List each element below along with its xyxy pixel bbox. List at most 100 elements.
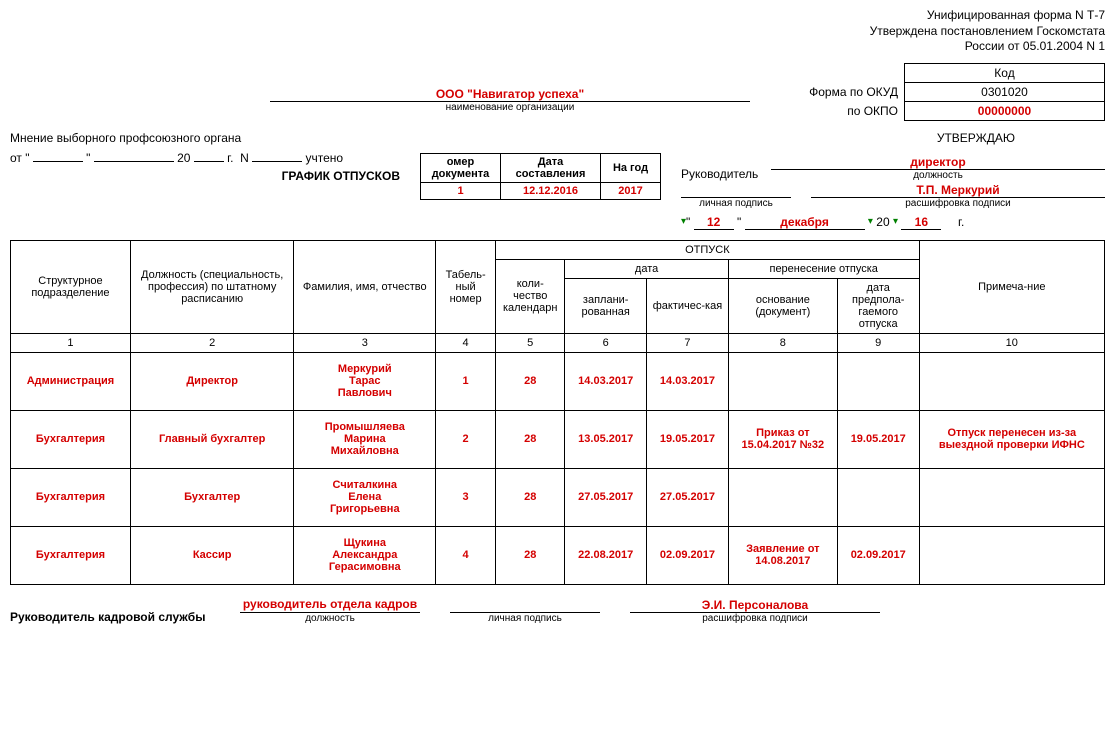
th-date: дата bbox=[565, 259, 729, 278]
approve-position: директор bbox=[771, 155, 1105, 170]
table-cell: Заявление от 14.08.2017 bbox=[728, 526, 837, 584]
table-cell: Считалкина Елена Григорьевна bbox=[294, 468, 436, 526]
approve-date-line: ▾" 12 " декабря ▾ 20 ▾ 16 г. bbox=[681, 215, 1105, 230]
table-cell bbox=[728, 468, 837, 526]
th-fact: фактичес-кая bbox=[647, 278, 729, 333]
coln-9: 9 bbox=[837, 333, 919, 352]
th-newdate: дата предпола-гаемого отпуска bbox=[837, 278, 919, 333]
ruk-label: Руководитель bbox=[681, 167, 771, 181]
th-otpusk: ОТПУСК bbox=[496, 240, 920, 259]
approve-position-caption: должность bbox=[771, 170, 1105, 181]
hr-name-caption: расшифровка подписи bbox=[630, 613, 880, 624]
coln-5: 5 bbox=[496, 333, 565, 352]
union-num bbox=[252, 161, 302, 162]
table-cell: 28 bbox=[496, 468, 565, 526]
union-year bbox=[194, 161, 224, 162]
union-from: от bbox=[10, 151, 22, 165]
table-row: АдминистрацияДиректорМеркурий Тарас Павл… bbox=[11, 352, 1105, 410]
table-cell: 14.03.2017 bbox=[647, 352, 729, 410]
union-title: Мнение выборного профсоюзного органа bbox=[10, 131, 420, 145]
table-cell: Щукина Александра Герасимовна bbox=[294, 526, 436, 584]
table-cell: 1 bbox=[436, 352, 496, 410]
reg-line2: Утверждена постановлением Госкомстата bbox=[10, 24, 1105, 40]
th-fio: Фамилия, имя, отчество bbox=[294, 240, 436, 333]
hr-sig-caption: личная подпись bbox=[450, 613, 600, 624]
table-cell: Меркурий Тарас Павлович bbox=[294, 352, 436, 410]
docinfo-num: 1 bbox=[421, 182, 501, 199]
approve-block: УТВЕРЖДАЮ Руководитель директор должност… bbox=[681, 131, 1105, 230]
code-header: Код bbox=[905, 63, 1105, 82]
docinfo-year: 2017 bbox=[601, 182, 661, 199]
approve-month: декабря bbox=[745, 215, 865, 230]
docinfo-h1: омер документа bbox=[421, 153, 501, 182]
union-g: г. bbox=[227, 151, 233, 165]
table-cell: 28 bbox=[496, 410, 565, 468]
schedule-title: ГРАФИК ОТПУСКОВ bbox=[10, 169, 420, 183]
hr-name: Э.И. Персоналова bbox=[630, 598, 880, 613]
table-cell: 27.05.2017 bbox=[565, 468, 647, 526]
approve-name: Т.П. Меркурий bbox=[811, 183, 1105, 198]
table-cell: 22.08.2017 bbox=[565, 526, 647, 584]
union-y20: 20 bbox=[177, 151, 190, 165]
col-numbers-row: 1 2 3 4 5 6 7 8 9 10 bbox=[11, 333, 1105, 352]
reg-line3: России от 05.01.2004 N 1 bbox=[10, 39, 1105, 55]
table-cell bbox=[837, 352, 919, 410]
coln-10: 10 bbox=[919, 333, 1104, 352]
table-cell: 19.05.2017 bbox=[647, 410, 729, 468]
table-cell: 02.09.2017 bbox=[837, 526, 919, 584]
table-cell: Администрация bbox=[11, 352, 131, 410]
approve-sig-caption: личная подпись bbox=[681, 198, 791, 209]
union-uchteno: учтено bbox=[305, 151, 343, 165]
okpo-value: 00000000 bbox=[905, 101, 1105, 120]
org-name: ООО "Навигатор успеха" bbox=[436, 87, 584, 101]
coln-2: 2 bbox=[130, 333, 294, 352]
table-cell: 4 bbox=[436, 526, 496, 584]
th-plan: заплани-рованная bbox=[565, 278, 647, 333]
table-cell: Бухгалтер bbox=[130, 468, 294, 526]
union-line: от " " 20 г. N учтено bbox=[10, 151, 420, 165]
vacation-table: Структурное подразделение Должность (спе… bbox=[10, 240, 1105, 585]
coln-3: 3 bbox=[294, 333, 436, 352]
org-name-line: ООО "Навигатор успеха" bbox=[270, 87, 750, 102]
table-cell: 27.05.2017 bbox=[647, 468, 729, 526]
table-cell: Бухгалтерия bbox=[11, 526, 131, 584]
code-box: Код Форма по ОКУД 0301020 по ОКПО 000000… bbox=[801, 63, 1105, 121]
okpo-label: по ОКПО bbox=[801, 101, 904, 120]
approve-year: 16 bbox=[901, 215, 941, 230]
org-caption: наименование организации bbox=[270, 102, 750, 113]
table-cell: 13.05.2017 bbox=[565, 410, 647, 468]
coln-7: 7 bbox=[647, 333, 729, 352]
table-cell bbox=[919, 468, 1104, 526]
table-cell: Главный бухгалтер bbox=[130, 410, 294, 468]
table-row: БухгалтерияГлавный бухгалтерПромышляева … bbox=[11, 410, 1105, 468]
table-cell bbox=[919, 526, 1104, 584]
coln-1: 1 bbox=[11, 333, 131, 352]
approve-title: УТВЕРЖДАЮ bbox=[681, 131, 1105, 145]
table-cell: 3 bbox=[436, 468, 496, 526]
tick-icon: ▾ bbox=[681, 216, 686, 227]
table-cell: Бухгалтерия bbox=[11, 468, 131, 526]
table-cell: Промышляева Марина Михайловна bbox=[294, 410, 436, 468]
approve-day: 12 bbox=[694, 215, 734, 230]
table-cell: 02.09.2017 bbox=[647, 526, 729, 584]
coln-6: 6 bbox=[565, 333, 647, 352]
tick-icon-3: ▾ bbox=[893, 216, 898, 227]
table-cell: Приказ от 15.04.2017 №32 bbox=[728, 410, 837, 468]
table-cell bbox=[728, 352, 837, 410]
table-cell: 28 bbox=[496, 352, 565, 410]
table-cell: Бухгалтерия bbox=[11, 410, 131, 468]
th-unit: Структурное подразделение bbox=[11, 240, 131, 333]
docinfo-h2: Дата составления bbox=[501, 153, 601, 182]
th-tabno: Табель-ный номер bbox=[436, 240, 496, 333]
table-cell: Директор bbox=[130, 352, 294, 410]
doc-info-table: омер документа Дата составления На год 1… bbox=[420, 153, 661, 200]
table-cell: 14.03.2017 bbox=[565, 352, 647, 410]
union-month bbox=[94, 161, 174, 162]
approve-name-caption: расшифровка подписи bbox=[811, 198, 1105, 209]
docinfo-date: 12.12.2016 bbox=[501, 182, 601, 199]
th-basis: основание (документ) bbox=[728, 278, 837, 333]
th-position: Должность (специальность, профессия) по … bbox=[130, 240, 294, 333]
hr-position-caption: должность bbox=[240, 613, 420, 624]
coln-8: 8 bbox=[728, 333, 837, 352]
table-cell bbox=[837, 468, 919, 526]
